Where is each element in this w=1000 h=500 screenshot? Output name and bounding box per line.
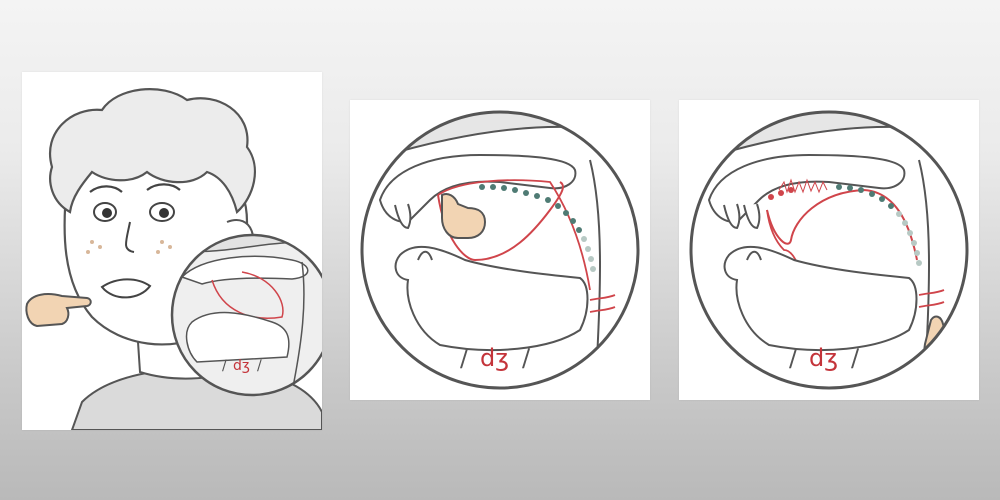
slash-left: / [789, 344, 798, 372]
slash-left: / [460, 344, 469, 372]
magnifier-circle: / dʒ / [170, 233, 322, 397]
slash-right: / [522, 344, 531, 372]
small-phoneme-label: dʒ [233, 358, 250, 374]
phoneme-label-release: dʒ [809, 344, 838, 372]
mouth-cross-section-contact: / dʒ / [360, 110, 640, 390]
pointing-hand-icon [25, 293, 92, 328]
slash-right: / [851, 344, 860, 372]
small-slash-left: / [222, 358, 227, 374]
tongue-contact-panel: / dʒ / [350, 100, 650, 400]
small-slash-right: / [257, 358, 262, 374]
hair [49, 88, 256, 215]
touch-hand-icon [441, 193, 487, 239]
mouth-cross-section-release: / dʒ / [689, 110, 969, 390]
throat-touch-hand-icon [923, 315, 963, 363]
phoneme-label-contact: dʒ [480, 344, 509, 372]
face-panel: / dʒ / [22, 72, 322, 430]
tongue-release-panel: / dʒ / [679, 100, 979, 400]
